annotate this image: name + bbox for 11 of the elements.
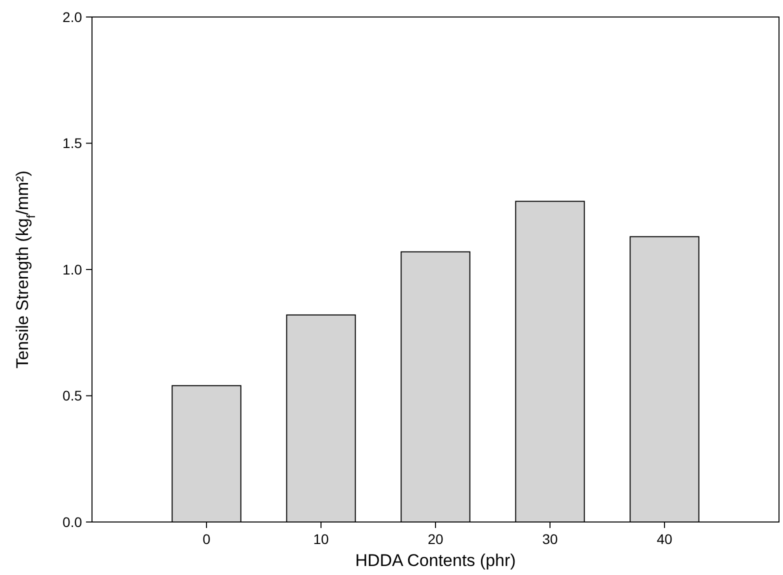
x-tick-label: 30 [542,531,558,547]
x-tick-label: 0 [202,531,211,547]
y-tick-label: 1.0 [62,261,82,278]
x-tick-label: 20 [428,531,444,547]
x-tick-label: 40 [656,531,672,547]
y-tick-label: 0.5 [62,388,82,404]
x-tick-label: 10 [313,531,329,547]
x-axis-title: HDDA Contents (phr) [355,551,516,570]
y-tick-label: 2.0 [62,8,82,25]
y-tick-label: 0.0 [62,514,82,530]
y-tick-label: 1.5 [62,135,82,152]
